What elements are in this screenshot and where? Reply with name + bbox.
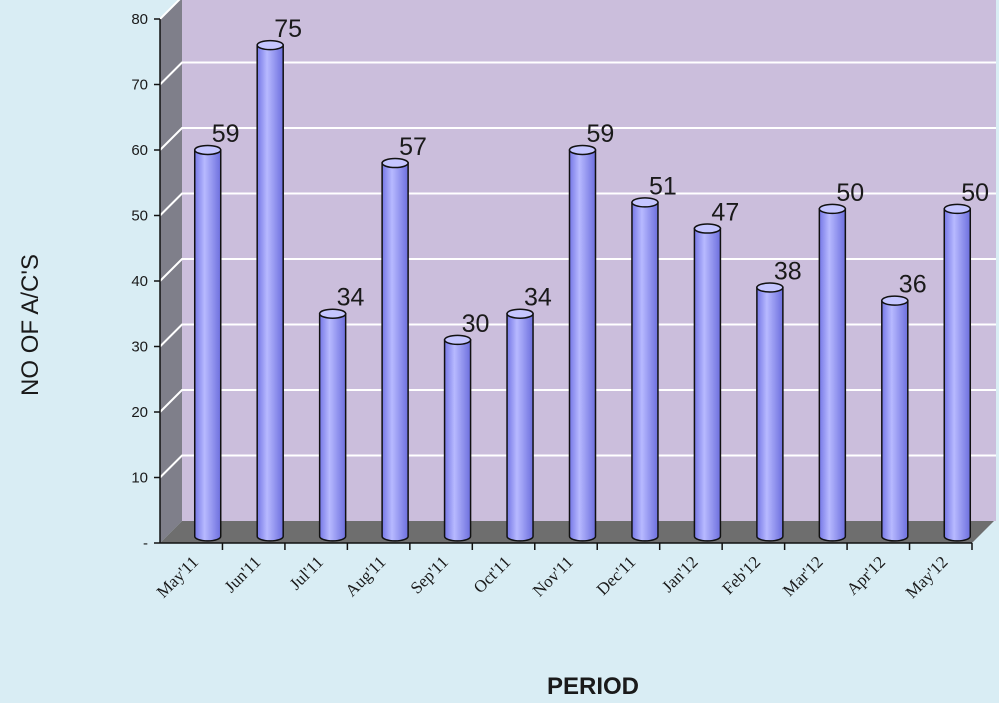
data-label: 59 [212,120,240,148]
bar-top [318,308,347,319]
gridline [159,0,181,20]
y-tick-label: 30 [131,339,148,356]
y-tick-label: 80 [131,11,148,28]
bar-body [443,339,472,542]
x-tick-label: Oct'11 [470,552,515,597]
bar [381,157,409,542]
x-tick-label: Mar'12 [779,552,827,600]
bar [818,203,847,542]
bar-body [256,44,284,542]
bar-top [943,203,972,215]
gridline [159,389,996,413]
bar-top [631,197,659,208]
bar-body [881,299,909,542]
bar [631,197,659,542]
data-label: 57 [399,133,427,161]
y-tick-label: 10 [131,470,148,487]
x-tick-label: Dec'11 [593,552,640,599]
bar-top [756,282,784,293]
data-label: 50 [961,179,989,207]
bar-top [193,144,222,156]
x-tick-label: Apr'12 [843,552,889,598]
bar [318,308,347,542]
y-tick-label: - [143,535,148,552]
x-tick-label: May'12 [902,552,952,602]
y-tick-label: 70 [131,77,148,94]
bar-body [631,201,659,542]
bar [881,295,909,542]
data-label: 51 [649,172,677,200]
data-label: 30 [462,310,490,338]
bar [193,144,222,542]
data-label: 50 [836,179,864,207]
data-label: 36 [899,271,927,299]
data-label: 34 [524,284,552,312]
bar-body [381,162,409,542]
bar-body [943,208,972,542]
bar-top [881,295,909,306]
bar-body [193,149,222,542]
bar-top [443,334,472,346]
bar-body [756,286,784,542]
gridline [159,61,996,86]
bar [568,144,597,542]
bar-body [318,312,347,542]
gridline [159,323,996,348]
y-tick-label: 40 [131,273,148,290]
gridline [159,454,996,479]
bar [943,203,972,542]
bar [756,282,784,542]
x-tick-label: May'11 [153,552,202,601]
x-tick-label: Sep'11 [407,552,452,597]
bar [693,223,722,542]
bar-top [693,223,722,234]
bar-top [818,203,847,215]
x-tick-label: Jan'12 [658,552,702,596]
data-label: 59 [587,120,615,148]
bar [443,334,472,542]
y-axis-title: NO OF A/C'S [17,254,44,396]
x-axis-title: PERIOD [547,673,639,700]
bar-top [506,308,534,319]
data-label: 38 [774,258,802,286]
gridline [159,258,996,282]
bar-top [381,157,409,169]
gridline [159,192,996,217]
x-tick-label: Nov'11 [529,552,577,600]
data-label: 47 [711,199,739,227]
bar-body [693,227,722,542]
bar-top [256,39,284,51]
bar [256,39,284,542]
x-tick-label: Aug'11 [342,552,390,600]
data-label: 75 [274,15,302,43]
x-tick-label: Jun'11 [221,552,265,596]
y-tick-label: 50 [131,208,148,225]
bar-top [568,144,597,156]
y-tick-label: 60 [131,142,148,159]
x-tick-label: Jul'11 [286,552,327,593]
data-label: 34 [337,284,365,312]
bar-body [506,312,534,542]
gridline [159,127,996,151]
y-tick-label: 20 [131,404,148,421]
bar-body [818,208,847,542]
bar-body [568,149,597,542]
bar [506,308,534,542]
x-tick-label: Feb'12 [719,552,765,598]
